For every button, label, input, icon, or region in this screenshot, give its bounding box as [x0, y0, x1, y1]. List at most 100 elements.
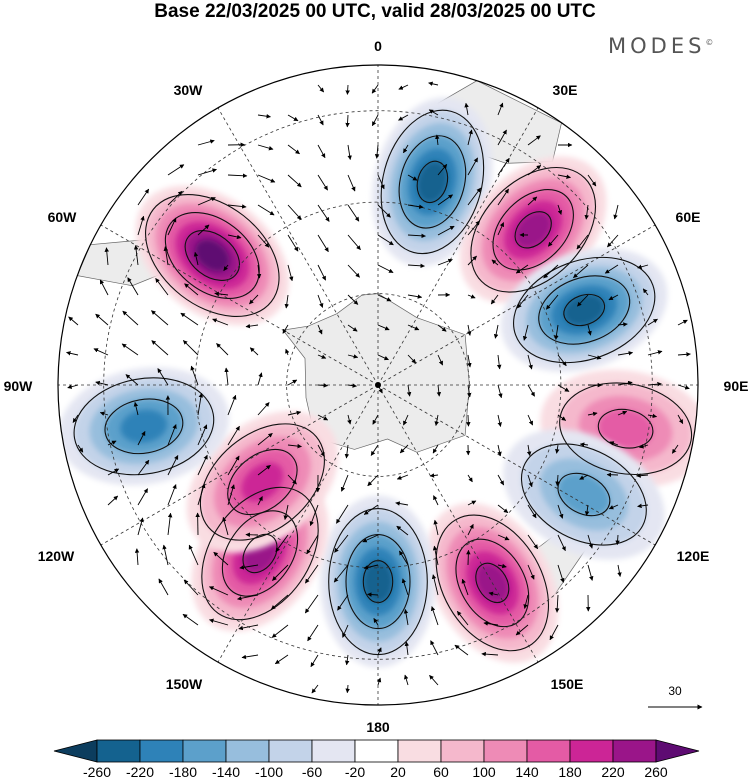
wind-arrow: [376, 677, 382, 686]
wind-arrow: [527, 354, 533, 370]
colorbar-box: [655, 739, 700, 763]
reference-vector-label: 30: [668, 684, 682, 698]
wind-arrow: [497, 444, 502, 457]
wind-arrow: [483, 621, 499, 626]
wind-arrow: [272, 564, 289, 581]
wind-arrow: [436, 384, 442, 397]
copyright-mark: ©: [705, 38, 714, 47]
lon-label-120e: 120E: [677, 548, 710, 564]
wind-arrow: [333, 564, 349, 583]
colorbar-box: [569, 739, 614, 763]
contour-line: [475, 562, 510, 604]
wind-arrow: [282, 324, 289, 334]
wind-arrow: [527, 384, 535, 397]
wind-arrow: [377, 324, 390, 331]
wind-arrow: [407, 233, 426, 239]
contour-line: [538, 275, 631, 345]
colorbar-tick-label: -20: [345, 764, 365, 780]
wind-arrow: [377, 234, 394, 246]
wind-arrow: [613, 204, 619, 220]
wind-arrow: [306, 534, 319, 555]
anomaly-band: [120, 409, 168, 443]
wind-arrow: [467, 500, 477, 506]
wind-arrow: [464, 102, 469, 116]
wind-arrow: [467, 294, 476, 299]
wind-arrow: [257, 144, 274, 151]
wind-arrow: [677, 384, 690, 390]
wind-arrow: [398, 84, 409, 90]
wind-arrow: [579, 474, 589, 480]
wind-arrow: [407, 324, 420, 331]
wind-arrow: [557, 384, 570, 392]
wind-arrow: [497, 222, 505, 236]
wind-arrow: [555, 474, 560, 487]
wind-arrow: [317, 354, 327, 359]
wind-arrow: [401, 578, 409, 596]
wind-arrow: [344, 444, 350, 459]
wind-arrow: [587, 354, 602, 360]
meridian-line: [377, 384, 656, 546]
wind-arrow: [317, 114, 324, 126]
wind-arrow: [208, 586, 229, 596]
wind-arrow: [257, 432, 273, 446]
wind-arrow: [363, 504, 379, 515]
lon-label-90e: 90E: [724, 378, 749, 394]
wind-arrow: [374, 144, 380, 159]
wind-arrow: [167, 424, 177, 446]
wind-arrow: [617, 564, 622, 577]
wind-arrow: [429, 473, 439, 478]
wind-arrow: [182, 340, 199, 356]
wind-arrow: [584, 504, 590, 516]
wind-arrow: [188, 544, 199, 566]
wind-arrow: [677, 352, 691, 357]
wind-arrow: [497, 188, 509, 206]
wind-arrow: [287, 443, 302, 449]
wind-arrow: [467, 157, 478, 176]
wind-arrow: [137, 517, 144, 536]
wind-arrow: [456, 610, 469, 626]
wind-arrow: [72, 414, 79, 423]
colorbar-box: [53, 739, 98, 763]
wind-arrow: [167, 454, 179, 476]
wind-arrow: [608, 504, 619, 510]
wind-arrow: [617, 322, 628, 327]
wind-arrow: [362, 534, 379, 543]
wind-arrow: [636, 473, 649, 478]
anomaly-center-9: [58, 367, 230, 486]
wind-arrow: [377, 354, 389, 361]
wind-arrow: [344, 654, 350, 666]
wind-arrow: [493, 324, 499, 339]
wind-arrow: [214, 291, 229, 297]
anomaly-band: [598, 409, 653, 449]
wind-arrow: [257, 372, 263, 386]
colorbar-tick-label: -180: [169, 764, 197, 780]
wind-arrow: [642, 288, 649, 296]
contour-line: [492, 189, 574, 271]
wind-arrow: [371, 84, 379, 94]
wind-arrow: [336, 504, 349, 524]
wind-arrow: [287, 474, 297, 485]
colorbar-tick-label: 100: [472, 764, 496, 780]
wind-arrow: [527, 196, 538, 206]
wind-arrow: [403, 144, 409, 154]
colorbar-box: [483, 739, 528, 763]
wind-arrow: [317, 264, 327, 281]
wind-arrow: [491, 259, 499, 266]
wind-arrow: [615, 534, 620, 546]
wind-arrow: [554, 324, 559, 340]
wind-arrow: [287, 410, 302, 416]
wind-arrow: [515, 264, 529, 274]
contour-line: [145, 193, 280, 318]
wind-arrow: [545, 294, 559, 310]
wind-arrow: [183, 579, 199, 596]
wind-arrow: [497, 534, 510, 541]
reference-vector: 30: [648, 684, 703, 710]
wind-arrow: [526, 444, 532, 457]
wind-arrow: [151, 340, 169, 356]
wind-arrow: [497, 414, 502, 427]
wind-arrow: [283, 504, 289, 521]
wind-arrow: [527, 165, 542, 176]
contour-line: [227, 448, 298, 516]
brand-text: MODES: [608, 34, 706, 58]
colorbar-tick-label: -60: [302, 764, 322, 780]
